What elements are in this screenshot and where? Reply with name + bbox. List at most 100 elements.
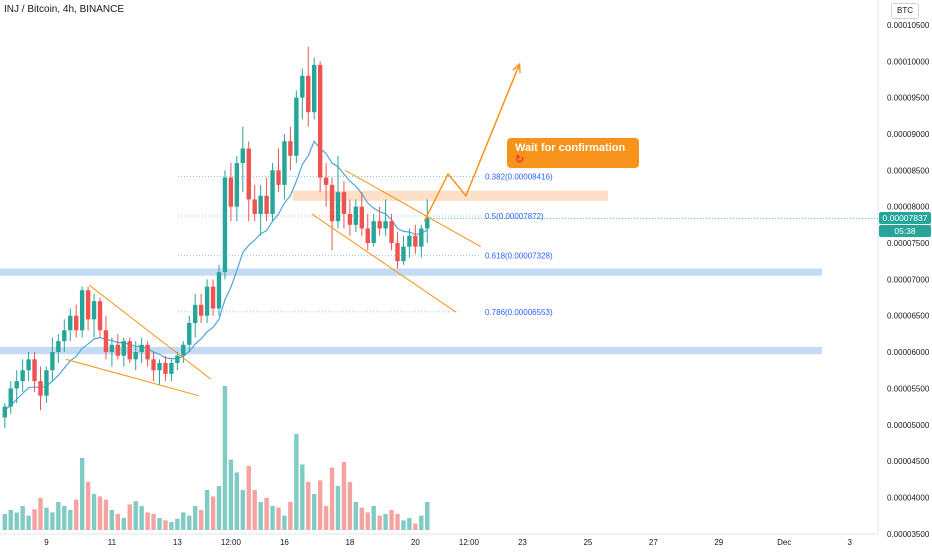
volume-bar [216,486,222,530]
candle [32,352,37,393]
volume-bar [26,515,31,530]
candle-body [8,388,13,407]
channel-trendline [344,169,482,248]
candle-body [389,221,394,244]
candle [353,199,359,233]
volume-bar [288,502,293,530]
price-tick-label: 0.00006500 [887,312,930,321]
candle [74,304,79,338]
volume-bar [359,507,364,530]
volume-bar [2,514,7,530]
candle [127,337,132,363]
volume-bar [181,512,186,530]
candle [163,355,168,382]
candle-body [240,148,245,164]
candle [8,381,13,414]
candle-body [407,235,412,247]
candle-body [353,206,359,225]
candle [323,163,329,207]
candle [97,297,103,338]
candle [425,199,430,244]
price-tick-label: 0.00009000 [887,130,930,139]
volume-bar [317,480,323,530]
candle [300,68,305,120]
volume-bar [50,512,55,530]
volume-bar [347,482,353,530]
candle-body [252,199,257,214]
volume-bar [395,514,400,530]
volume-bar [329,467,335,530]
volume-bar [145,512,150,530]
price-tick-label: 0.00004500 [887,457,930,466]
candle-body [193,304,198,323]
volume-bar [425,502,430,530]
candle-body [163,362,168,374]
candle-body [294,97,299,156]
candle-body [85,290,91,320]
candle-body [317,64,323,178]
candle-body [365,228,370,244]
candle-body [157,362,162,371]
candle-body [288,141,293,156]
candle-body [246,148,251,200]
candle [133,341,138,371]
candle-body [44,370,49,396]
time-tick-label: 11 [108,538,117,547]
volume-bar [270,506,275,530]
candle [246,141,251,222]
candle [85,286,91,331]
candle [187,315,192,353]
candle [121,337,126,367]
time-tick-label: 12:00 [221,538,242,547]
candle [62,319,67,353]
currency-button[interactable]: BTC [891,3,919,19]
volume-bar [389,510,394,530]
volume-bar [79,458,85,530]
volume-bar [20,506,25,530]
time-tick-label: 16 [280,538,289,547]
volume-bar [133,501,138,530]
volume-bar [264,498,269,530]
candle [79,286,85,338]
candle [240,126,245,193]
volume-bar [294,434,299,530]
callout-box[interactable]: Wait for confirmation ↻ [507,138,639,168]
candle [276,148,281,193]
candle-body [50,352,55,371]
price-tick-label: 0.00007000 [887,275,930,284]
volume-bar [323,506,329,530]
candle-body [115,344,121,356]
resistance-zone [293,190,608,201]
candle [115,333,121,360]
candle [371,213,376,247]
time-tick-label: 23 [518,538,527,547]
candle-body [377,221,382,229]
candle [264,177,269,222]
candle [14,370,19,403]
candle [413,224,418,254]
volume-bar [62,506,67,530]
candle-body [181,344,186,356]
price-tick-label: 0.00006000 [887,348,930,357]
candle [252,184,257,222]
price-tick-label: 0.00005000 [887,421,930,430]
candle [68,308,73,342]
pair-title: INJ / Bitcoin, 4h, BINANCE [4,4,125,15]
candle [181,341,186,363]
candle-body [264,195,269,214]
volume-bar [335,486,341,530]
candle-body [282,141,287,185]
support-zone [0,346,822,355]
volume-bar [91,494,97,530]
price-tick-label: 0.00004000 [887,493,930,502]
last-price-tag: 0.00007837 [879,212,931,225]
candle [44,366,49,403]
candle-body [26,359,31,371]
volume-bar [109,510,115,530]
candle [335,155,341,229]
fib-level-label: 0.5(0.00007872) [485,212,544,221]
support-zone [0,268,822,276]
price-tick-label: 0.00003500 [887,530,930,539]
